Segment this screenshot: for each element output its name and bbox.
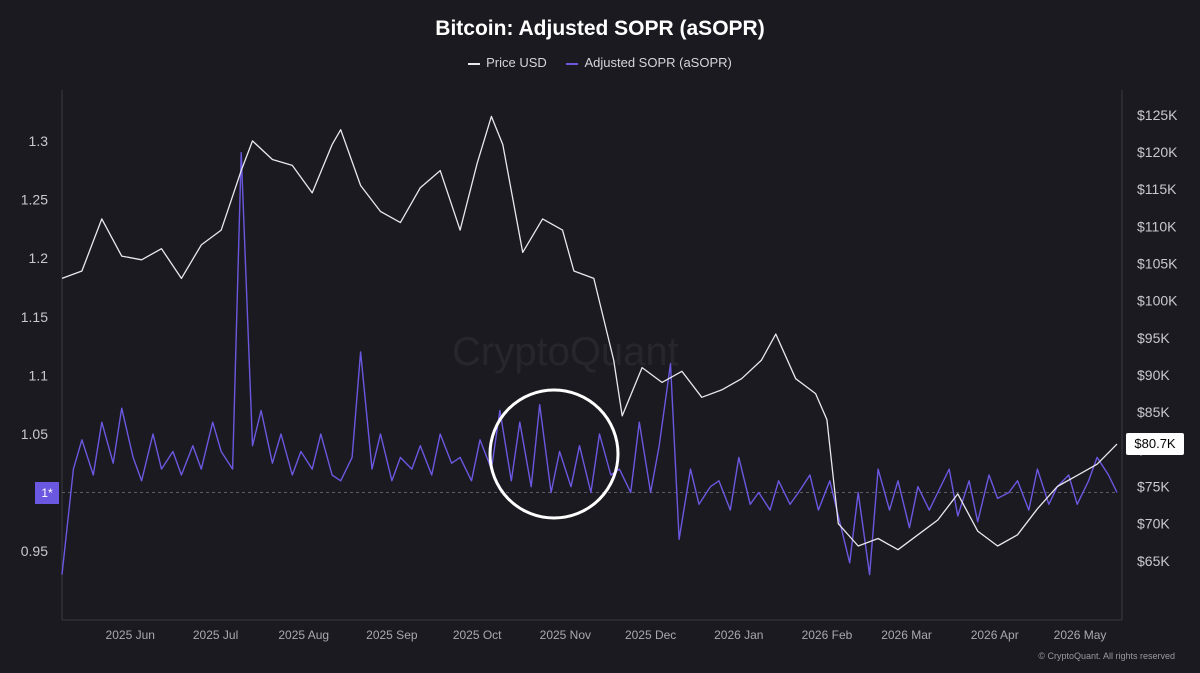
highlight-circle (488, 388, 620, 520)
last-price-label: $80.7K (1126, 433, 1184, 456)
x-tick-label: 2025 Jul (193, 628, 238, 642)
chart-legend: Price USD Adjusted SOPR (aSOPR) (0, 55, 1200, 70)
legend-item-price[interactable]: Price USD (468, 55, 547, 70)
x-tick-label: 2025 Jun (106, 628, 155, 642)
y-right-tick-label: $65K (1137, 553, 1170, 569)
legend-label-price: Price USD (486, 55, 547, 70)
x-tick-label: 2026 Feb (802, 628, 853, 642)
y-right-tick-label: $105K (1137, 256, 1178, 272)
y-right-tick-label: $100K (1137, 293, 1178, 309)
legend-label-asopr: Adjusted SOPR (aSOPR) (584, 55, 732, 70)
x-tick-label: 2025 Sep (366, 628, 418, 642)
x-tick-label: 2025 Oct (453, 628, 502, 642)
x-tick-label: 2025 Nov (540, 628, 591, 642)
legend-swatch-price (468, 62, 481, 65)
x-tick-label: 2026 Apr (971, 628, 1019, 642)
copyright-text: © CryptoQuant. All rights reserved (1038, 651, 1175, 661)
y-left-tick-label: 1.15 (21, 309, 48, 325)
y-left-tick-label: 1.1 (29, 367, 49, 383)
y-left-tick-label: 1.05 (21, 426, 48, 442)
x-tick-label: 2026 Mar (881, 628, 932, 642)
y-left-tick-label: 0.95 (21, 543, 48, 559)
legend-swatch-asopr (566, 62, 579, 65)
x-tick-label: 2025 Dec (625, 628, 676, 642)
y-right-tick-label: $70K (1137, 516, 1170, 532)
legend-item-asopr[interactable]: Adjusted SOPR (aSOPR) (566, 55, 732, 70)
price-series-line (61, 115, 1118, 551)
y-right-tick-label: $85K (1137, 404, 1170, 420)
y-right-tick-label: $115K (1137, 181, 1177, 197)
x-tick-label: 2025 Aug (278, 628, 329, 642)
y-right-tick-label: $95K (1137, 330, 1170, 346)
x-tick-label: 2026 Jan (714, 628, 763, 642)
y-right-tick-label: $110K (1137, 218, 1177, 234)
y-right-tick-label: $120K (1137, 144, 1178, 160)
y-right-tick-label: $90K (1137, 367, 1170, 383)
y-left-tick-label: 1.3 (29, 133, 49, 149)
y-right-tick-label: $125K (1137, 107, 1178, 123)
y-left-tick-label: 1.25 (21, 192, 48, 208)
x-tick-label: 2026 May (1054, 628, 1107, 642)
reference-line-label: 1* (35, 481, 59, 504)
asopr-series-line (61, 152, 1118, 576)
y-right-tick-label: $75K (1137, 479, 1170, 495)
y-left-tick-label: 1.2 (29, 250, 49, 266)
chart-title: Bitcoin: Adjusted SOPR (aSOPR) (435, 17, 765, 40)
